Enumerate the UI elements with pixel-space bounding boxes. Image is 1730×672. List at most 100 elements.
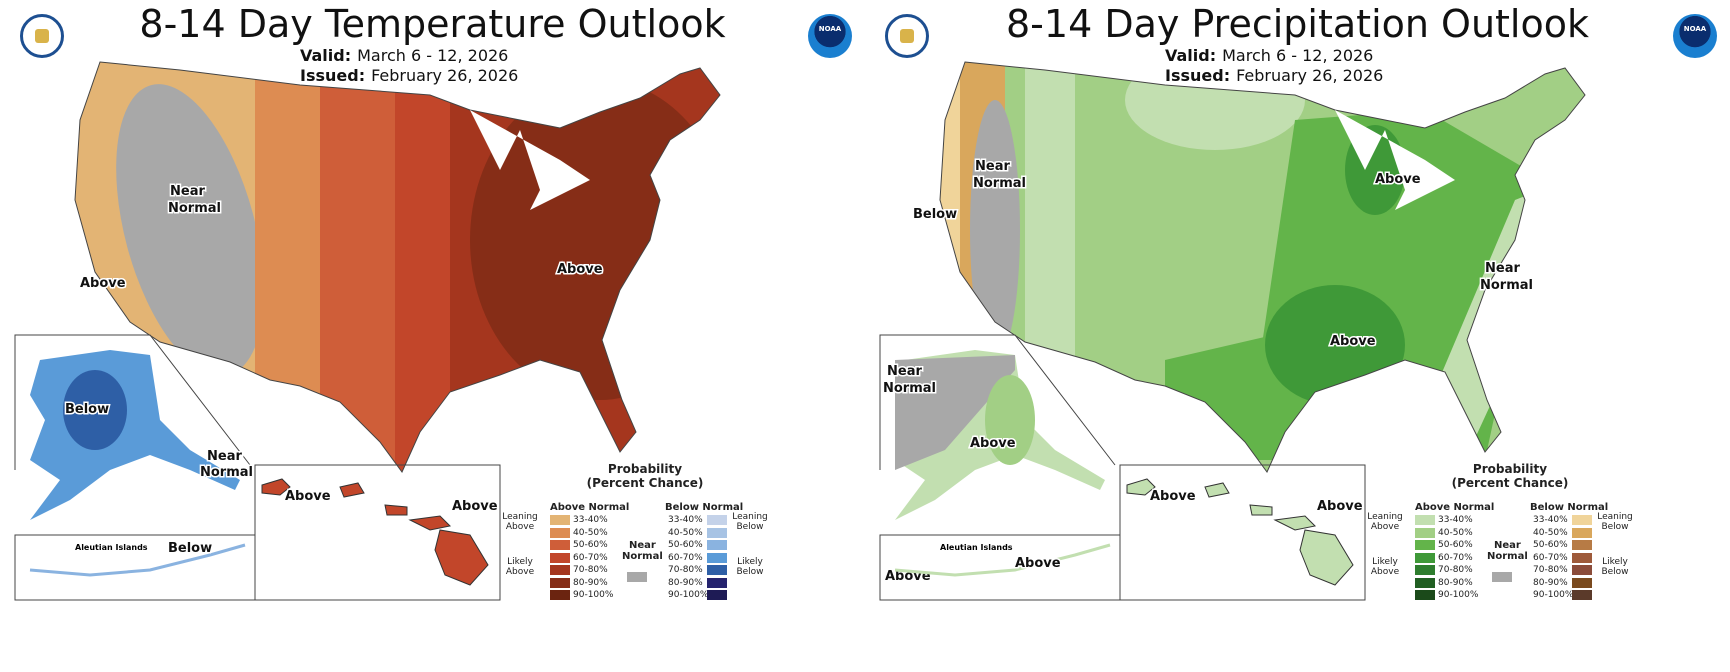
label-hawaii-2: Above [452, 499, 498, 514]
below-range: 50-60% [1533, 540, 1568, 550]
hawaii-inset-frame [254, 464, 501, 601]
likely-above-label: Likely Above [505, 557, 535, 577]
great-lakes [470, 110, 590, 210]
hawaii-inset-frame [1119, 464, 1366, 601]
likely-below-label: Likely Below [1601, 557, 1629, 577]
conus-outline [939, 61, 1586, 473]
label-west: Above [80, 276, 126, 291]
temperature-outlook-panel: NOAA 8-14 Day Temperature Outlook Valid:… [14, 2, 860, 672]
below-range: 50-60% [668, 540, 703, 550]
leaning-above-label: Leaning Above [502, 512, 538, 532]
label-alaska: Below [65, 402, 109, 417]
near-text: Near [628, 540, 656, 551]
issued-label: Issued: [300, 66, 366, 85]
valid-dates: Valid: March 6 - 12, 2026 [1165, 46, 1373, 65]
below-swatch [707, 540, 727, 550]
label-aleutian: Below [168, 541, 212, 556]
leaning-above-label: Leaning Above [1367, 512, 1403, 532]
precipitation-outlook-panel: NOAA 8-14 Day Precipitation Outlook Vali… [865, 0, 1730, 672]
label-ak-normal: Normal [883, 381, 936, 396]
below-range: 70-80% [668, 565, 703, 575]
above-swatch [1415, 552, 1435, 563]
likely-above-label: Likely Above [1370, 557, 1400, 577]
issued-value: February 26, 2026 [1236, 66, 1384, 85]
above-range: 80-90% [573, 577, 608, 588]
below-range: 70-80% [1533, 565, 1568, 575]
label-near: Near [975, 159, 1010, 174]
below-swatch [1572, 552, 1592, 563]
band-33-40 [75, 62, 140, 472]
near-normal-label: Near Normal [622, 540, 663, 562]
below-range: 90-100% [1533, 590, 1574, 600]
band-33-40 [1025, 62, 1075, 472]
above-swatch [550, 577, 570, 588]
below-range: 33-40% [1533, 515, 1568, 525]
above-range: 70-80% [573, 565, 608, 575]
label-ne-normal: Normal [1480, 278, 1533, 293]
above-range: 40-50% [573, 527, 608, 538]
legend-title: Probability [607, 462, 683, 476]
band-80-90 [470, 80, 720, 400]
near-normal-area [970, 100, 1020, 360]
outlook-map: Above Near Normal Above Below Near Norma… [14, 61, 721, 601]
above-swatch [550, 552, 570, 563]
alaska-below-core [63, 370, 127, 450]
label-normal: Normal [168, 201, 221, 216]
band-33-40 [1125, 62, 1305, 150]
below-swatch [707, 527, 727, 538]
above-range: 90-100% [1438, 590, 1479, 600]
above-range: 70-80% [1438, 565, 1473, 575]
aleutian-title: Aleutian Islands [940, 543, 1013, 552]
above-range: 40-50% [1438, 527, 1473, 538]
above-range: 90-100% [573, 590, 614, 600]
above-range: 50-60% [573, 540, 608, 550]
below-swatch [707, 577, 727, 588]
issued-date: Issued: February 26, 2026 [1165, 66, 1383, 85]
valid-label: Valid: [1165, 46, 1217, 65]
aleutian-islands [894, 543, 1111, 577]
hawaii-islands [1126, 478, 1354, 586]
alaska-map [30, 350, 240, 520]
below-swatch [1572, 540, 1592, 550]
label-hawaii-2: Above [1317, 499, 1363, 514]
below-range: 90-100% [668, 590, 709, 600]
legend-subtitle: (Percent Chance) [586, 476, 704, 490]
label-hawaii-1: Above [285, 489, 331, 504]
above-normal-header: Above Normal [550, 502, 630, 513]
map-title: 8-14 Day Precipitation Outlook [1006, 2, 1589, 46]
label-south-above: Above [1330, 334, 1376, 349]
below-range: 60-70% [668, 552, 703, 563]
alaska-inset-frame [14, 334, 251, 470]
aleutian-title: Aleutian Islands [75, 543, 148, 552]
above-range: 60-70% [573, 552, 608, 563]
leaning-below-label: Leaning Below [732, 512, 768, 532]
above-swatch [1415, 565, 1435, 575]
above-swatch [1415, 515, 1435, 525]
below-swatch [707, 552, 727, 563]
band-40-50 [255, 62, 325, 472]
valid-dates: Valid: March 6 - 12, 2026 [300, 46, 508, 65]
below-range: 80-90% [668, 577, 703, 588]
above-swatch [1415, 527, 1435, 538]
below-swatch [707, 590, 727, 600]
above-swatch [550, 527, 570, 538]
above-range: 33-40% [1438, 515, 1473, 525]
probability-legend: Probability (Percent Chance) Above Norma… [500, 462, 860, 672]
label-east: Above [1375, 172, 1421, 187]
label-ak-near: Near [207, 449, 242, 464]
doc-seal-logo [20, 14, 64, 58]
near-normal-swatch [1492, 572, 1512, 582]
label-hawaii-1: Above [1150, 489, 1196, 504]
label-aleutian: Above [1015, 556, 1061, 571]
outlook-map: Below Near Normal Above Above Near Norma… [879, 61, 1586, 601]
above-swatch [550, 590, 570, 600]
label-near: Near [170, 184, 205, 199]
below-swatch [1572, 577, 1592, 588]
near-normal-swatch [627, 572, 647, 582]
label-ak-normal: Normal [200, 465, 253, 480]
alaska-near-normal [895, 355, 1015, 470]
label-west: Below [913, 207, 957, 222]
above-swatch [550, 540, 570, 550]
near-text: Near [1493, 540, 1521, 551]
above-normal-header: Above Normal [1415, 502, 1495, 513]
